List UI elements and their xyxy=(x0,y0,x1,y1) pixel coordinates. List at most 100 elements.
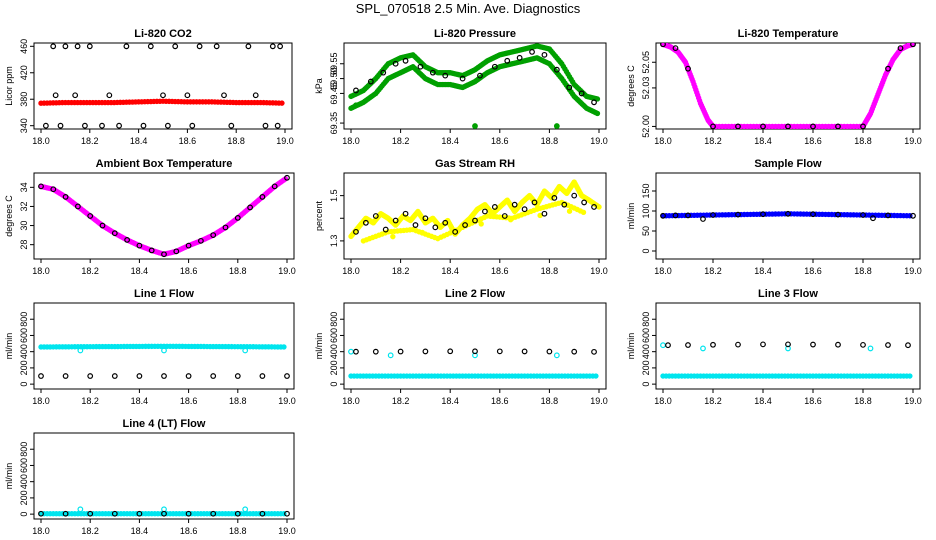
x-tick-label: 19.0 xyxy=(278,266,296,276)
data-point xyxy=(173,248,180,255)
x-tick-label: 18.4 xyxy=(131,266,149,276)
x-tick-label: 18.4 xyxy=(754,396,772,406)
series-3 xyxy=(38,510,290,517)
x-tick-label: 18.6 xyxy=(180,526,198,536)
plot-area xyxy=(38,506,290,517)
data-point xyxy=(860,341,866,348)
data-point xyxy=(353,87,359,94)
series-2 xyxy=(660,43,916,129)
series-1 xyxy=(38,98,285,106)
data-point xyxy=(482,208,488,215)
panel-5: Gas Stream RH 18.0 18.2 18.4 18.6 18.8 19.0 1.3… xyxy=(314,158,608,276)
y-tick-label: 0 xyxy=(641,382,651,387)
data-point xyxy=(269,43,276,50)
data-point xyxy=(700,345,706,352)
x-tick-label: 18.2 xyxy=(392,136,410,146)
plot-area xyxy=(348,43,601,129)
data-point xyxy=(447,348,454,355)
data-point xyxy=(553,352,560,359)
data-point xyxy=(452,228,459,235)
y-axis-label: degrees C xyxy=(626,65,636,107)
data-point xyxy=(553,123,560,129)
data-point xyxy=(685,212,691,219)
x-tick-label: 18.6 xyxy=(491,396,509,406)
x-tick-label: 18.6 xyxy=(180,266,198,276)
plot-frame xyxy=(655,172,921,260)
y-tick-label: 200 xyxy=(19,490,29,505)
data-point xyxy=(581,199,588,206)
data-point xyxy=(123,43,130,50)
data-point xyxy=(417,63,424,70)
plot-frame xyxy=(343,302,607,390)
data-point xyxy=(860,123,866,129)
data-point xyxy=(760,123,766,129)
y-tick-label: 52.03 xyxy=(641,77,651,100)
y-tick-label: 52.05 xyxy=(641,51,651,74)
panel-3: Li-820 Temperature 18.0 18.2 18.4 18.6 18.8 19… xyxy=(626,28,922,146)
y-tick-label: 69.45 xyxy=(329,82,339,105)
data-point xyxy=(38,373,44,379)
data-point xyxy=(185,242,192,249)
panel-title: Line 1 Flow xyxy=(134,288,194,300)
data-point xyxy=(74,203,81,210)
x-tick-label: 18.4 xyxy=(130,136,148,146)
data-point xyxy=(478,221,484,227)
data-point xyxy=(511,201,518,208)
y-tick-label: 32 xyxy=(19,201,29,211)
x-tick-label: 18.8 xyxy=(541,396,559,406)
data-point xyxy=(52,92,59,99)
data-point xyxy=(259,193,266,200)
y-tick-label: 800 xyxy=(641,312,651,327)
data-point xyxy=(429,69,436,76)
data-point xyxy=(700,216,706,222)
x-tick-label: 19.0 xyxy=(278,396,296,406)
x-tick-label: 18.8 xyxy=(854,266,872,276)
data-point xyxy=(735,123,741,129)
data-point xyxy=(161,347,167,354)
panel-title: Line 3 Flow xyxy=(758,288,818,300)
y-tick-label: 600 xyxy=(329,328,339,343)
data-point xyxy=(147,43,154,50)
y-tick-label: 0 xyxy=(19,512,29,517)
data-point xyxy=(221,92,227,99)
data-point xyxy=(660,43,666,48)
y-axis-label: percent xyxy=(314,200,324,231)
data-point xyxy=(99,222,106,229)
x-tick-label: 18.6 xyxy=(804,266,822,276)
data-point xyxy=(835,123,841,129)
data-point xyxy=(372,348,379,355)
data-point xyxy=(62,510,69,517)
data-point xyxy=(491,204,498,210)
x-tick-label: 18.4 xyxy=(441,266,459,276)
plot-area xyxy=(38,174,290,258)
data-point xyxy=(710,212,716,218)
panel-title: Li-820 Temperature xyxy=(738,28,839,40)
data-point xyxy=(412,222,419,228)
data-point xyxy=(496,348,503,355)
data-point xyxy=(596,204,602,210)
data-point xyxy=(87,213,94,219)
data-point xyxy=(197,237,204,244)
series-4 xyxy=(353,48,597,106)
data-point xyxy=(77,347,84,354)
y-tick-label: 69.55 xyxy=(329,52,339,75)
data-point xyxy=(665,342,671,349)
x-tick-label: 18.0 xyxy=(32,266,50,276)
x-tick-label: 18.4 xyxy=(441,396,459,406)
data-point xyxy=(164,122,171,129)
x-tick-label: 18.8 xyxy=(227,136,245,146)
series-2 xyxy=(77,347,249,354)
panel-title: Gas Stream RH xyxy=(435,158,515,170)
series-3 xyxy=(665,341,911,349)
data-point xyxy=(111,230,118,237)
data-point xyxy=(228,122,235,129)
x-tick-label: 19.0 xyxy=(590,396,608,406)
data-point xyxy=(160,92,166,99)
data-point xyxy=(472,217,478,224)
data-point xyxy=(553,66,560,73)
data-point xyxy=(392,60,399,67)
data-point xyxy=(905,342,911,349)
series-3 xyxy=(353,102,560,129)
data-point xyxy=(353,102,359,109)
